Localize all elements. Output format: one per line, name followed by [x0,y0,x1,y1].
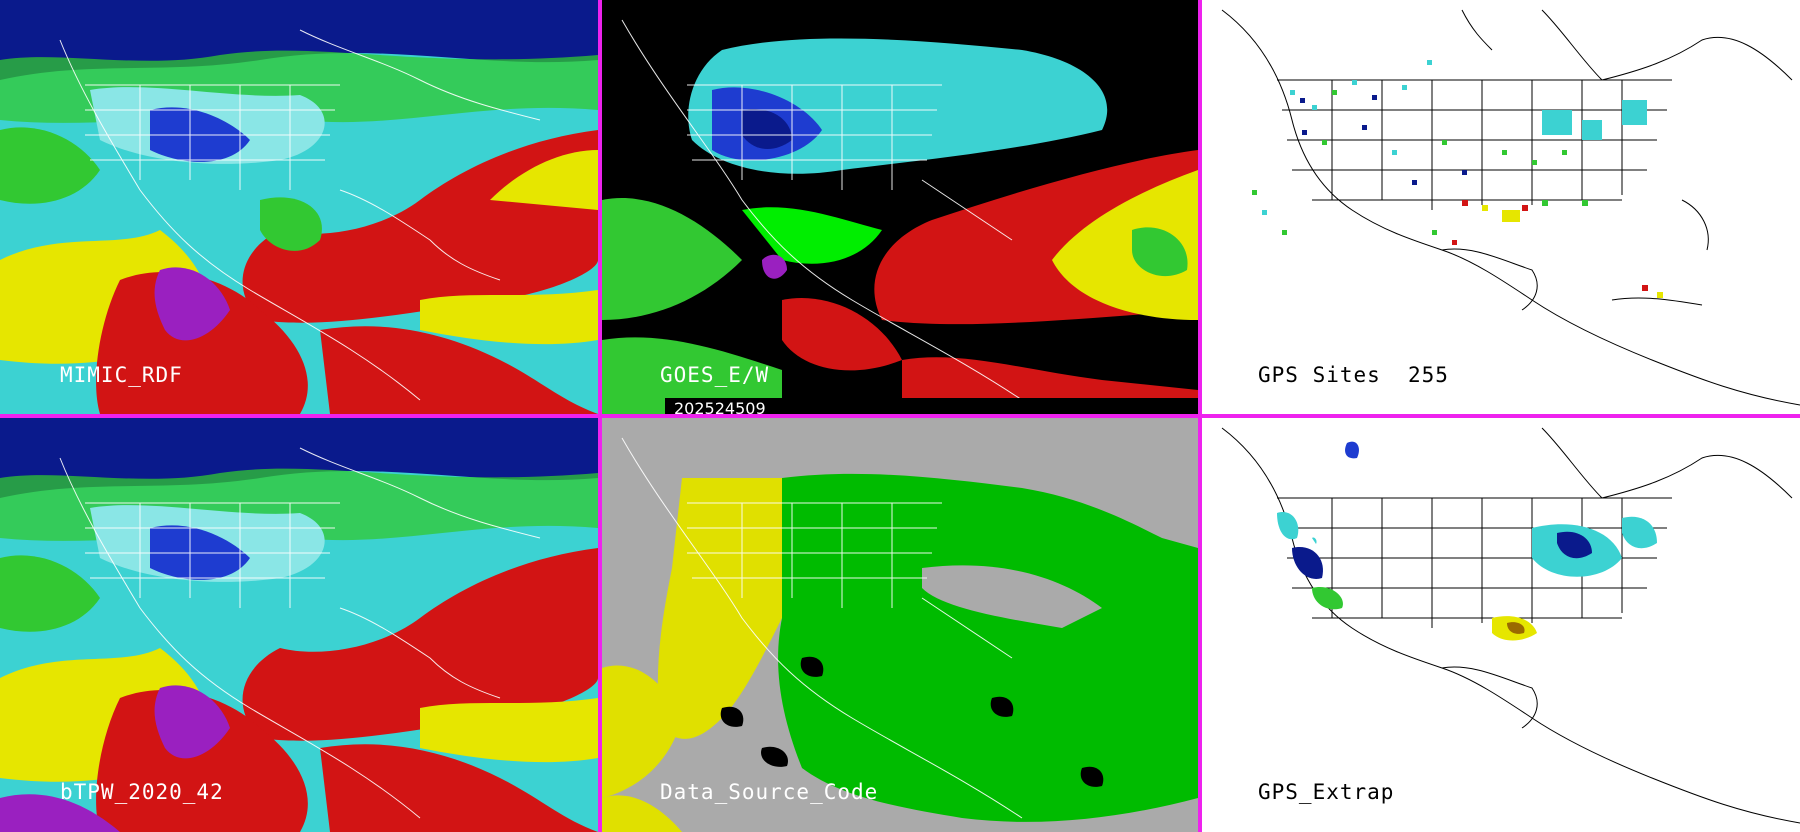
panel-gps-sites [1202,0,1800,414]
btpw-map [0,418,598,832]
panel-goes-ew [602,0,1198,414]
gps-site-markers [1252,60,1663,298]
gps-sites-map [1202,0,1800,414]
gps-extrap-label: GPS_Extrap [1258,780,1395,804]
gps-sites-label: GPS Sites [1258,363,1381,387]
data-source-code-map [602,418,1198,832]
mimic-rdf-label: MIMIC_RDF [60,363,183,387]
btpw-label: bTPW_2020_42 [60,780,224,804]
panel-data-source-code [602,418,1198,832]
gps-sites-count: 255 [1408,363,1449,387]
timestamp-text: 202524509 [674,399,766,418]
gps-extrap-map [1202,418,1800,832]
goes-ew-label: GOES_E/W [660,363,770,387]
goes-ew-map [602,0,1198,414]
mimic-rdf-map [0,0,598,414]
separator-horizontal [0,414,1800,418]
panel-gps-extrap [1202,418,1800,832]
data-source-code-label: Data_Source_Code [660,780,879,804]
panel-mimic-rdf [0,0,598,414]
panel-btpw [0,418,598,832]
